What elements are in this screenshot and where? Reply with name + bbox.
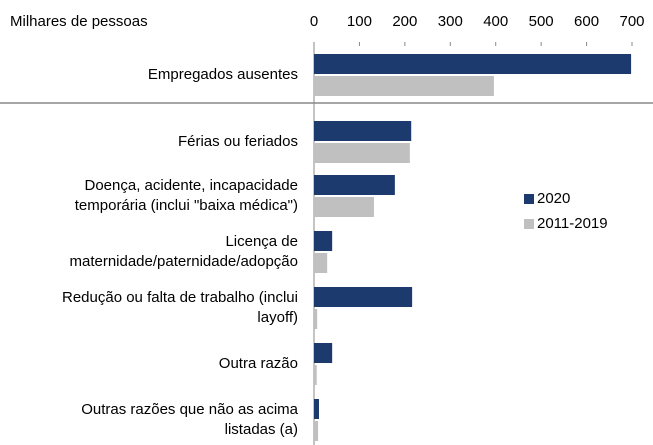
- bar: [314, 365, 317, 385]
- bar: [314, 399, 319, 419]
- category-label: Férias ou feriados: [178, 133, 298, 150]
- bar: [314, 54, 632, 74]
- legend-label: 2020: [537, 190, 570, 207]
- category-label: Doença, acidente, incapacidade temporária…: [75, 177, 298, 214]
- x-tick-label: 600: [574, 13, 599, 30]
- bar: [314, 231, 333, 251]
- category-label: Empregados ausentes: [148, 66, 298, 83]
- bar: [314, 287, 413, 307]
- bar: [314, 76, 494, 96]
- category-label: Redução ou falta de trabalho (inclui layo…: [62, 289, 298, 326]
- bar: [314, 143, 410, 163]
- bar: [314, 175, 395, 195]
- legend-swatch: [524, 219, 534, 229]
- x-tick-label: 100: [347, 13, 372, 30]
- x-tick-label: 200: [392, 13, 417, 30]
- bar: [314, 343, 333, 363]
- category-label: Outra razão: [219, 355, 298, 372]
- bar: [314, 121, 412, 141]
- x-tick-label: 700: [619, 13, 644, 30]
- bar: [314, 421, 319, 441]
- bar: [314, 309, 318, 329]
- x-tick-label: 300: [438, 13, 463, 30]
- axis-label: Milhares de pessoas: [10, 13, 148, 30]
- bar: [314, 253, 328, 273]
- x-tick-label: 400: [483, 13, 508, 30]
- category-label: Licença de maternidade/paternidade/adopçã…: [69, 233, 298, 270]
- legend-label: 2011-2019: [537, 215, 608, 232]
- bar: [314, 197, 374, 217]
- category-label: Outras razões que não as acima listadas (…: [81, 401, 298, 438]
- legend-swatch: [524, 194, 534, 204]
- x-tick-label: 500: [529, 13, 554, 30]
- x-tick-label: 0: [310, 13, 318, 30]
